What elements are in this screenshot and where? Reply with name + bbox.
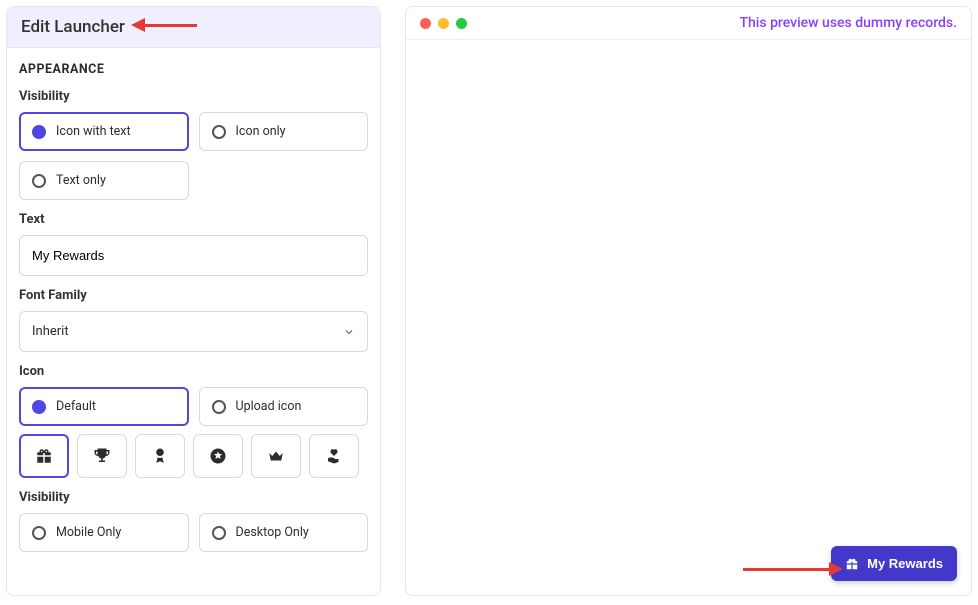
radio-dot-icon	[212, 125, 226, 139]
traffic-light-red	[420, 18, 431, 29]
preview-header: This preview uses dummy records.	[406, 7, 971, 40]
radio-label: Desktop Only	[236, 525, 309, 540]
radio-dot-icon	[32, 125, 46, 139]
launcher-label: My Rewards	[867, 556, 943, 571]
select-value: Inherit	[32, 324, 69, 339]
radio-icon-upload[interactable]: Upload icon	[199, 387, 369, 426]
icon-choice-award[interactable]	[135, 434, 185, 478]
icon-choice-gift[interactable]	[19, 434, 69, 478]
launcher-button[interactable]: My Rewards	[831, 546, 957, 581]
icon-picker-grid	[19, 434, 368, 478]
gift-icon	[845, 557, 859, 571]
trophy-icon	[93, 447, 111, 465]
crown-icon	[267, 447, 285, 465]
label-font-family: Font Family	[19, 288, 368, 303]
text-input[interactable]	[19, 235, 368, 276]
radio-label: Mobile Only	[56, 525, 121, 540]
gift-icon	[35, 447, 53, 465]
window-traffic-lights	[420, 18, 467, 29]
radio-text-only[interactable]: Text only	[19, 161, 189, 200]
radio-dot-icon	[32, 526, 46, 540]
radio-icon-with-text[interactable]: Icon with text	[19, 112, 189, 151]
radio-dot-icon	[32, 174, 46, 188]
radio-desktop-only[interactable]: Desktop Only	[199, 513, 369, 552]
radio-label: Text only	[56, 173, 106, 188]
arrow-to-launcher	[743, 561, 843, 577]
radio-label: Icon with text	[56, 124, 131, 139]
label-text: Text	[19, 212, 368, 227]
panel-scroll[interactable]: APPEARANCE Visibility Icon with text Ico…	[7, 48, 380, 596]
panel-title: Edit Launcher	[7, 7, 380, 48]
radio-dot-icon	[212, 526, 226, 540]
label-visibility2: Visibility	[19, 490, 368, 505]
radio-icon-only[interactable]: Icon only	[199, 112, 369, 151]
icon-choice-star-circle[interactable]	[193, 434, 243, 478]
visibility-radio-group: Icon with text Icon only Text only	[19, 112, 368, 200]
preview-pane: This preview uses dummy records. My Rewa…	[405, 6, 972, 596]
editor-panel: Edit Launcher APPEARANCE Visibility Icon…	[6, 6, 381, 596]
radio-dot-icon	[212, 400, 226, 414]
traffic-light-green	[456, 18, 467, 29]
chevron-down-icon	[343, 326, 355, 338]
icon-choice-trophy[interactable]	[77, 434, 127, 478]
award-icon	[151, 447, 169, 465]
icon-mode-radio-group: Default Upload icon	[19, 387, 368, 426]
radio-label: Default	[56, 399, 96, 414]
star-circle-icon	[209, 447, 227, 465]
section-appearance: APPEARANCE	[19, 62, 368, 77]
arrow-to-title	[131, 17, 197, 33]
traffic-light-yellow	[438, 18, 449, 29]
label-visibility: Visibility	[19, 89, 368, 104]
visibility2-radio-group: Mobile Only Desktop Only	[19, 513, 368, 552]
panel-title-text: Edit Launcher	[21, 17, 125, 37]
label-icon: Icon	[19, 364, 368, 379]
radio-label: Upload icon	[236, 399, 302, 414]
radio-dot-icon	[32, 400, 46, 414]
icon-choice-crown[interactable]	[251, 434, 301, 478]
font-family-select[interactable]: Inherit	[19, 311, 368, 352]
icon-choice-heart-hand[interactable]	[309, 434, 359, 478]
heart-hand-icon	[325, 447, 343, 465]
radio-mobile-only[interactable]: Mobile Only	[19, 513, 189, 552]
radio-icon-default[interactable]: Default	[19, 387, 189, 426]
preview-note: This preview uses dummy records.	[740, 15, 958, 31]
radio-label: Icon only	[236, 124, 286, 139]
